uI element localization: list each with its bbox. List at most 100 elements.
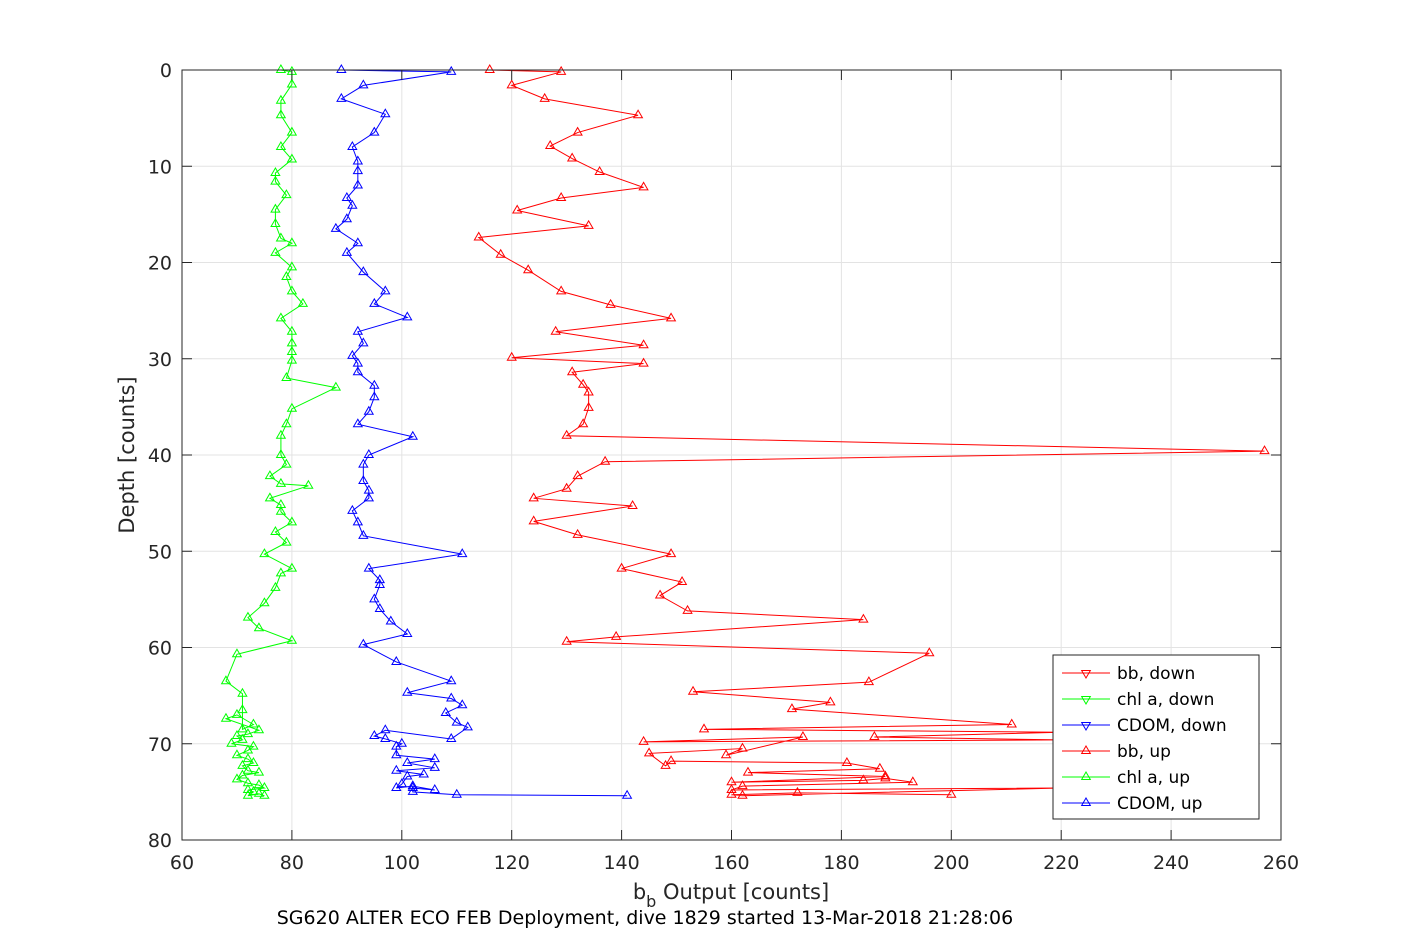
data-point — [286, 562, 298, 572]
data-point — [352, 179, 364, 189]
data-point — [242, 764, 254, 774]
data-point — [577, 418, 589, 428]
data-point — [369, 126, 380, 136]
data-point — [555, 192, 567, 202]
data-point — [259, 597, 270, 607]
data-point — [402, 628, 413, 638]
data-point — [352, 325, 364, 335]
data-point — [352, 237, 364, 247]
data-point — [270, 166, 281, 176]
data-point — [275, 141, 287, 150]
y-tick-label: 80 — [148, 830, 172, 852]
data-point — [446, 675, 457, 685]
data-point — [665, 755, 677, 765]
data-point — [544, 140, 556, 150]
data-point — [797, 731, 809, 741]
x-tick-label: 220 — [1043, 852, 1079, 874]
data-point — [253, 766, 265, 776]
legend-box — [1052, 654, 1260, 820]
series-layer — [220, 64, 1270, 799]
data-point — [226, 737, 237, 747]
x-axis-label-rest: Output [counts] — [656, 880, 829, 904]
data-point — [429, 753, 440, 763]
data-point — [858, 613, 869, 623]
data-point — [462, 721, 473, 731]
data-point — [869, 731, 880, 741]
data-point — [248, 740, 259, 750]
series-chl-a-up — [220, 64, 342, 799]
legend-swatch-marker — [1080, 745, 1092, 754]
data-point — [577, 378, 589, 388]
data-point — [374, 578, 386, 588]
data-point — [286, 354, 298, 364]
data-point — [506, 351, 517, 361]
x-axis-label-main: b — [633, 880, 646, 904]
data-point — [281, 270, 292, 280]
data-point — [242, 753, 254, 763]
data-point — [363, 492, 375, 502]
legend-label: chl a, down — [1117, 690, 1214, 710]
x-tick-label: 260 — [1263, 852, 1299, 874]
series-bb-up — [473, 64, 1270, 799]
data-point — [237, 704, 248, 714]
data-point — [303, 479, 314, 489]
data-point — [286, 153, 298, 163]
legend-label: bb, down — [1117, 664, 1195, 684]
data-point — [511, 204, 523, 214]
legend-swatch-marker — [1080, 771, 1092, 780]
data-point — [286, 325, 298, 335]
legend-label: CDOM, down — [1117, 716, 1227, 736]
data-point — [275, 505, 287, 515]
y-tick-label: 50 — [148, 541, 172, 563]
x-tick-label: 200 — [933, 852, 969, 874]
data-point — [242, 728, 254, 738]
data-point — [341, 246, 353, 256]
data-point — [275, 64, 287, 73]
data-point — [352, 418, 364, 428]
data-point — [638, 181, 649, 191]
data-point — [391, 764, 402, 774]
data-point — [374, 603, 386, 612]
data-point — [457, 699, 468, 709]
series-line — [477, 69, 1265, 797]
data-point — [369, 379, 380, 389]
data-point — [720, 749, 732, 759]
x-tick-label: 120 — [494, 852, 530, 874]
data-point — [281, 536, 292, 546]
data-point — [391, 749, 402, 759]
legend-label: bb, up — [1117, 742, 1171, 762]
data-point — [638, 339, 649, 349]
data-point — [264, 470, 276, 480]
data-point — [616, 562, 627, 572]
series-cdom-up — [330, 64, 633, 799]
data-point — [275, 94, 287, 104]
data-point — [1259, 445, 1270, 455]
data-point — [539, 92, 550, 102]
data-point — [347, 199, 358, 209]
data-point — [863, 676, 875, 686]
data-point — [726, 788, 737, 798]
data-point — [231, 708, 243, 718]
data-point — [358, 266, 369, 276]
legend-label: chl a, up — [1117, 768, 1190, 788]
x-tick-label: 160 — [713, 852, 749, 874]
data-point — [281, 189, 292, 199]
data-point — [654, 589, 666, 599]
data-point — [528, 515, 539, 525]
data-point — [1006, 718, 1017, 728]
data-point — [281, 418, 292, 428]
data-point — [610, 630, 622, 640]
data-point — [270, 203, 281, 213]
legend-item: bb, up — [1062, 742, 1171, 762]
x-tick-label: 60 — [170, 852, 194, 874]
data-point — [792, 786, 803, 796]
data-point — [402, 311, 413, 321]
x-tick-label: 240 — [1153, 852, 1189, 874]
legend-item: CDOM, down — [1062, 716, 1227, 736]
data-point — [330, 222, 342, 232]
data-point — [275, 567, 287, 577]
data-point — [555, 65, 567, 75]
data-point — [561, 635, 572, 645]
data-point — [253, 779, 265, 789]
data-point — [220, 675, 232, 685]
